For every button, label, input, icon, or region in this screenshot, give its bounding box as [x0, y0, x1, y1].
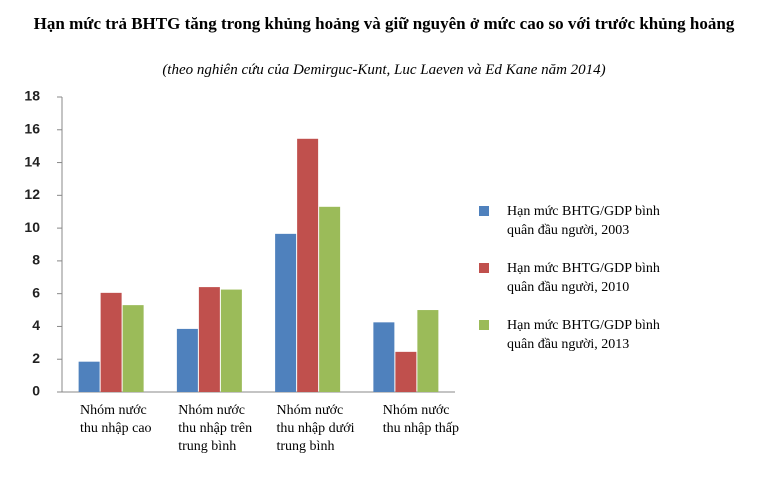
- y-tick-label: 0: [32, 383, 40, 399]
- y-tick-label: 6: [32, 284, 40, 300]
- chart-title: Hạn mức trả BHTG tăng trong khủng hoảng …: [33, 14, 735, 33]
- legend-label: Hạn mức BHTG/GDP bình quân đầu người, 20…: [507, 318, 660, 352]
- legend-label: Hạn mức BHTG/GDP bình quân đầu người, 20…: [507, 261, 660, 295]
- legend-label: Hạn mức BHTG/GDP bình quân đầu người, 20…: [507, 204, 660, 238]
- legend-swatch: [479, 263, 489, 273]
- y-tick-label: 18: [24, 88, 40, 104]
- x-tick-label: Nhóm nước thu nhập dưới trung bình: [276, 403, 355, 454]
- bar: [176, 328, 198, 392]
- legend-swatch: [479, 206, 489, 216]
- x-tick-label: Nhóm nước thu nhập trên trung bình: [178, 403, 253, 454]
- y-tick-label: 4: [32, 317, 40, 333]
- bar: [100, 292, 122, 392]
- x-tick-label: Nhóm nước thu nhập thấp: [382, 403, 459, 436]
- chart-subtitle: (theo nghiên cứu của Demirguc-Kunt, Luc …: [162, 62, 606, 78]
- bar: [417, 310, 439, 392]
- y-tick-label: 8: [32, 252, 40, 268]
- bar: [122, 305, 144, 392]
- bar: [198, 287, 220, 392]
- legend-swatch: [479, 320, 489, 330]
- y-tick-label: 12: [24, 186, 40, 202]
- bar: [297, 138, 319, 392]
- y-tick-label: 16: [24, 120, 40, 136]
- bar: [373, 322, 395, 392]
- y-tick-label: 2: [32, 350, 40, 366]
- y-tick-label: 14: [24, 153, 40, 169]
- y-tick-label: 10: [24, 219, 40, 235]
- bar: [275, 233, 297, 392]
- bar: [78, 361, 100, 392]
- bar: [319, 206, 341, 392]
- x-tick-label: Nhóm nước thu nhập cao: [80, 403, 152, 436]
- bar: [395, 351, 417, 392]
- bar: [220, 289, 242, 392]
